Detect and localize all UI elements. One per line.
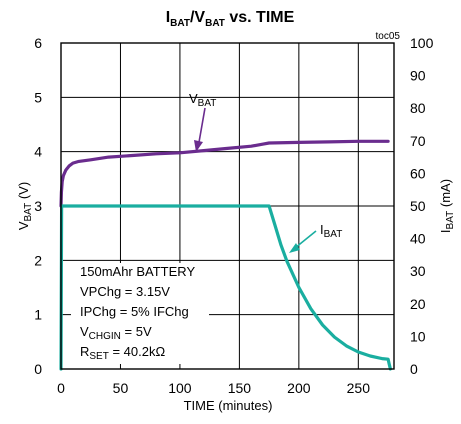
vbat-series-label: VBAT — [189, 91, 216, 109]
y-left-tick-labels: 0 1 2 3 4 5 6 — [34, 35, 42, 377]
y-right-axis-label: IBAT (mA) — [438, 179, 456, 233]
series-group — [59, 139, 392, 371]
series-line-ibat — [59, 204, 392, 371]
x-tick-label: 200 — [287, 380, 311, 396]
ibat-callout-line — [294, 230, 317, 249]
y-left-tick-label: 3 — [34, 198, 42, 214]
y-left-tick-label: 2 — [34, 252, 42, 268]
x-tick-label: 50 — [113, 380, 129, 396]
x-tick-label: 150 — [228, 380, 252, 396]
annotation-box-bg — [71, 263, 209, 364]
series-line-vbat — [59, 139, 390, 208]
x-tick-label: 100 — [168, 380, 192, 396]
y-right-tick-label: 90 — [410, 68, 426, 84]
toc-label: toc05 — [376, 31, 401, 42]
annotation-box: 150mAhr BATTERY VPChg = 3.15V IPChg = 5%… — [80, 264, 195, 362]
y-right-tick-label: 50 — [410, 198, 426, 214]
annotation-line-3: IPChg = 5% IFChg — [80, 304, 189, 319]
ibat-series-label: IBAT — [320, 222, 342, 240]
x-tick-labels: 0 50 100 150 200 250 — [57, 380, 370, 396]
y-right-tick-label: 30 — [410, 263, 426, 279]
y-right-tick-label: 10 — [410, 328, 426, 344]
y-right-tick-label: 70 — [410, 133, 426, 149]
annotation-line-4: VCHGIN = 5V — [80, 324, 152, 342]
annotation-line-5: RSET = 40.2kΩ — [80, 344, 165, 362]
y-right-tick-label: 100 — [410, 35, 434, 51]
chart-title: IBAT/VBAT vs. TIME — [166, 9, 295, 29]
y-left-tick-label: 1 — [34, 307, 42, 323]
y-right-tick-label: 80 — [410, 100, 426, 116]
y-right-tick-label: 60 — [410, 165, 426, 181]
x-tick-label: 250 — [347, 380, 371, 396]
x-axis-label: TIME (minutes) — [184, 398, 273, 413]
annotation-line-1: 150mAhr BATTERY — [80, 264, 195, 279]
vbat-callout-arrow — [194, 140, 203, 152]
y-right-tick-label: 40 — [410, 231, 426, 247]
ibat-callout-arrow — [289, 243, 300, 253]
plot-frame — [60, 42, 395, 370]
y-right-tick-labels: 0 10 20 30 40 50 60 70 80 90 100 — [410, 35, 434, 377]
y-left-tick-label: 5 — [34, 89, 42, 105]
y-right-tick-label: 20 — [410, 296, 426, 312]
y-right-tick-label: 0 — [410, 361, 418, 377]
x-tick-label: 0 — [57, 380, 65, 396]
y-left-axis-label: VBAT (V) — [16, 182, 34, 230]
y-left-tick-label: 4 — [34, 144, 42, 160]
y-left-tick-label: 6 — [34, 35, 42, 51]
annotation-line-2: VPChg = 3.15V — [80, 284, 170, 299]
y-left-tick-label: 0 — [34, 361, 42, 377]
